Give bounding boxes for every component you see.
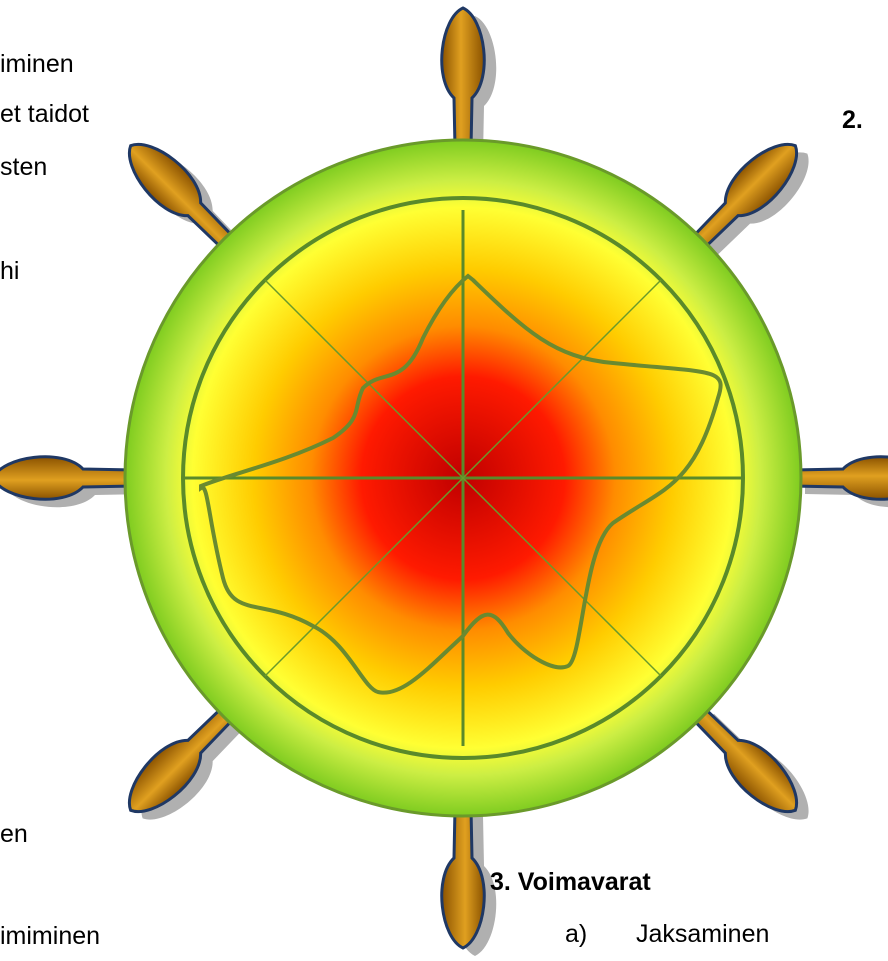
wheel [0, 6, 888, 956]
text-line: sten [0, 153, 47, 181]
item-marker: a) [565, 920, 587, 948]
item-text: Jaksaminen [636, 920, 769, 948]
section-title: 3. Voimavarat [490, 868, 651, 896]
text-line: hi [0, 257, 19, 285]
text-line: iminen [0, 50, 74, 78]
text-line: en [0, 820, 28, 848]
text-line: et taidot [0, 100, 89, 128]
heading: 2. [842, 106, 863, 134]
text-line: imiminen [0, 922, 100, 950]
